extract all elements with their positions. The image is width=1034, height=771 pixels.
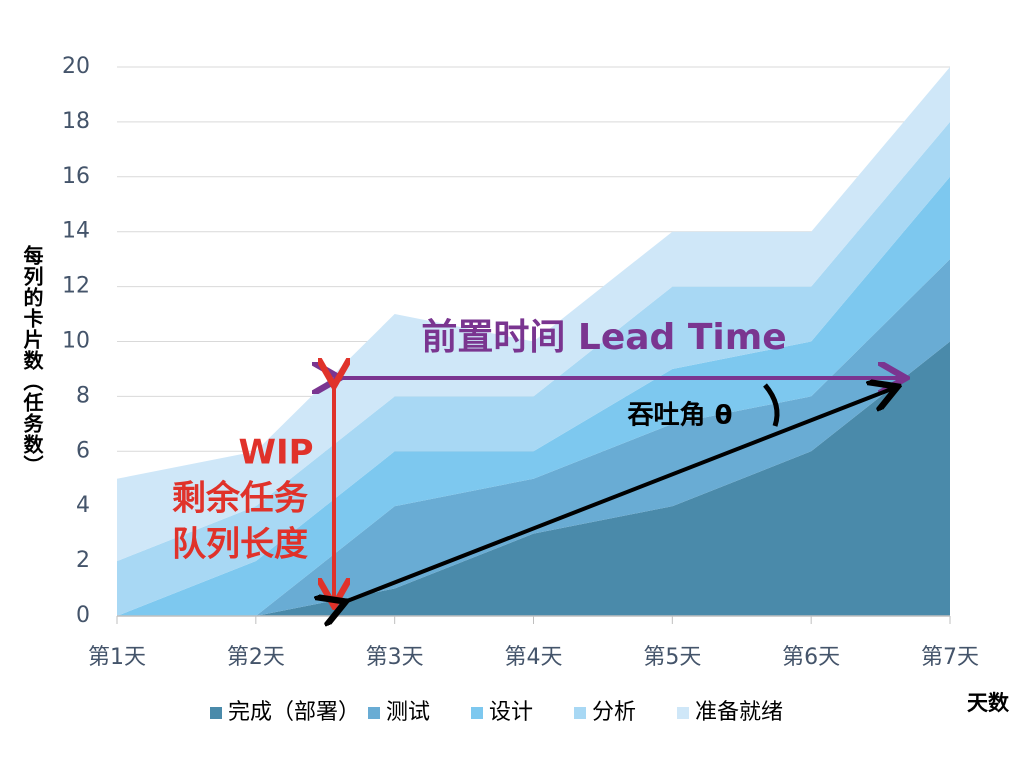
x-tick-label: 第5天 bbox=[643, 645, 701, 670]
throughput-label: 吞吐角 θ bbox=[628, 400, 733, 431]
x-tick-label: 第2天 bbox=[227, 645, 285, 670]
legend-swatch bbox=[368, 707, 380, 719]
legend-swatch bbox=[210, 707, 222, 719]
legend-label: 分析 bbox=[592, 700, 636, 725]
y-tick-label: 12 bbox=[62, 274, 90, 299]
legend: 完成（部署） 测试 设计 分析 准备就绪 bbox=[210, 700, 783, 725]
x-tick-label: 第1天 bbox=[88, 645, 146, 670]
legend-label: 完成（部署） bbox=[228, 700, 360, 725]
wip-label: 剩余任务 bbox=[172, 479, 308, 519]
y-tick-label: 18 bbox=[62, 109, 90, 134]
x-tick-label: 第3天 bbox=[366, 645, 424, 670]
y-tick-label: 20 bbox=[62, 54, 90, 79]
y-tick-label: 8 bbox=[76, 383, 90, 408]
axes: 0 2 4 6 8 10 12 14 16 18 20 第1天 第2天 第3天 第4天 第5天 第6天 第7天 bbox=[62, 54, 979, 670]
x-tick-label: 第4天 bbox=[505, 645, 563, 670]
y-axis-label: 每列的卡片数（任务数） bbox=[20, 245, 44, 476]
legend-label: 设计 bbox=[489, 700, 533, 725]
y-tick-label: 4 bbox=[76, 493, 90, 518]
legend-swatch bbox=[574, 707, 586, 719]
throughput-arrow bbox=[342, 388, 894, 603]
legend-label: 测试 bbox=[386, 700, 430, 725]
angle-arc bbox=[763, 383, 780, 427]
legend-label: 准备就绪 bbox=[695, 700, 783, 725]
y-tick-label: 2 bbox=[76, 548, 90, 573]
x-axis-label: 天数 bbox=[967, 691, 1010, 715]
lead-time-label: 前置时间 Lead Time bbox=[421, 317, 786, 358]
legend-swatch bbox=[677, 707, 689, 719]
y-tick-label: 14 bbox=[62, 219, 90, 244]
legend-swatch bbox=[471, 707, 483, 719]
y-tick-label: 0 bbox=[76, 603, 90, 628]
y-tick-label: 16 bbox=[62, 164, 90, 189]
y-tick-label: 6 bbox=[76, 438, 90, 463]
wip-label: WIP bbox=[238, 433, 313, 473]
x-tick-label: 第7天 bbox=[921, 645, 979, 670]
y-tick-label: 10 bbox=[62, 329, 90, 354]
x-tick-label: 第6天 bbox=[782, 645, 840, 670]
wip-label: 队列长度 bbox=[172, 525, 308, 565]
